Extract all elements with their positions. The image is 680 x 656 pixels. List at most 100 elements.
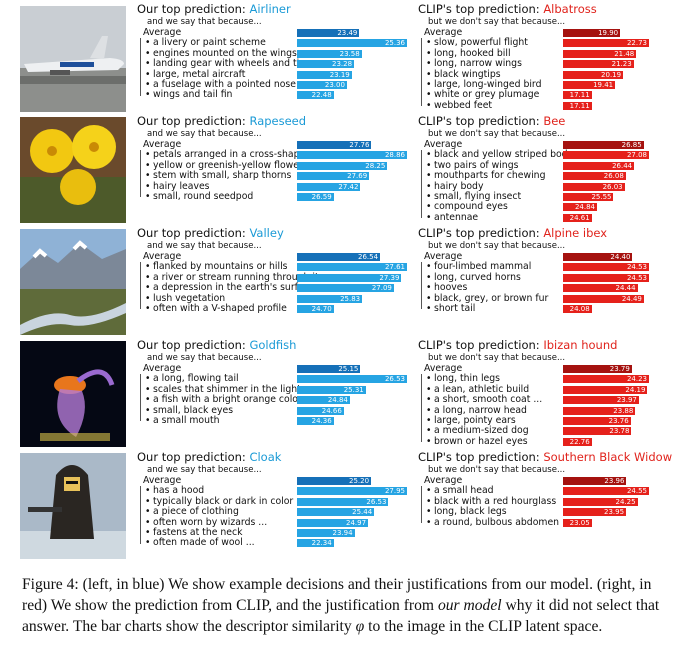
descriptor: small, black eyes xyxy=(145,405,233,416)
bar xyxy=(563,70,624,79)
bar xyxy=(563,101,592,110)
descriptor: has a hood xyxy=(145,486,204,497)
bar-value: 24.23 xyxy=(626,375,647,384)
caption-text: Figure 4: (left, in blue) We show exampl… xyxy=(22,576,652,614)
descriptor: four-limbed mammal xyxy=(426,262,531,273)
photo xyxy=(20,117,126,223)
bar xyxy=(563,396,639,405)
heading-text: CLIP's top prediction: xyxy=(418,450,544,464)
descriptor: antennae xyxy=(426,212,478,223)
bar xyxy=(297,273,402,282)
bar xyxy=(563,294,644,303)
prediction-heading: Our top prediction: Airliner xyxy=(137,2,291,16)
bar-value: 23.94 xyxy=(332,529,353,537)
predicted-label: Albatross xyxy=(543,2,597,16)
bar-value: 27.08 xyxy=(626,151,647,160)
descriptor: black, grey, or brown fur xyxy=(426,293,548,304)
bar-value: 27.95 xyxy=(384,487,405,496)
bar xyxy=(563,305,592,313)
descriptor: a long, flowing tail xyxy=(145,374,239,385)
bar-value: 27.42 xyxy=(338,182,359,191)
bar-value: 17.11 xyxy=(569,91,590,100)
descriptor: brown or hazel eyes xyxy=(426,436,528,447)
descriptor: hooves xyxy=(426,283,467,294)
heading-text: Our top prediction: xyxy=(137,338,250,352)
bar xyxy=(297,417,334,425)
bar xyxy=(563,141,644,149)
bar xyxy=(297,375,407,384)
bar xyxy=(563,497,638,506)
bar xyxy=(563,284,638,293)
descriptor: long, hooked bill xyxy=(426,48,510,59)
bar xyxy=(297,396,350,405)
bar xyxy=(563,151,649,160)
average-label: Average xyxy=(424,27,463,38)
descriptor: typically black or dark in color xyxy=(145,496,293,507)
bar-value: 25.36 xyxy=(384,39,405,48)
bar xyxy=(297,81,347,89)
bar xyxy=(297,529,355,537)
bar xyxy=(563,273,649,282)
descriptor: black wingtips xyxy=(426,69,501,80)
bar-value: 23.19 xyxy=(329,70,350,79)
bar-value: 24.40 xyxy=(610,253,631,261)
bar-value: 22.73 xyxy=(626,39,647,48)
bar xyxy=(297,161,388,170)
bar-value: 22.76 xyxy=(569,437,590,446)
bar xyxy=(297,477,372,485)
bar-value: 24.53 xyxy=(626,263,647,272)
predicted-label: Southern Black Widow xyxy=(543,450,673,464)
bar-value: 26.59 xyxy=(311,193,332,201)
bar xyxy=(563,263,649,272)
subheading: and we say that because... xyxy=(147,353,262,363)
bar-value: 28.25 xyxy=(365,161,386,170)
photo xyxy=(20,341,126,447)
bar xyxy=(563,193,614,201)
bar xyxy=(297,39,407,48)
bar-value: 26.08 xyxy=(603,172,624,181)
bar-value: 24.66 xyxy=(321,406,342,415)
predicted-label: Goldfish xyxy=(249,338,297,352)
descriptor: long, curved horns xyxy=(426,272,521,283)
bar xyxy=(297,49,362,58)
bar-value: 26.85 xyxy=(621,141,642,149)
descriptor: a short, smooth coat ... xyxy=(426,395,542,406)
subheading: but we don't say that because... xyxy=(428,241,566,251)
caption-text: to the image in the CLIP latent space. xyxy=(364,618,603,635)
average-label: Average xyxy=(424,475,463,486)
prediction-heading: Our top prediction: Rapeseed xyxy=(137,114,306,128)
bar xyxy=(297,193,334,201)
tree-stem xyxy=(421,262,422,310)
descriptor: webbed feet xyxy=(426,100,492,111)
predicted-label: Valley xyxy=(249,226,284,240)
bar-value: 25.83 xyxy=(340,294,361,303)
descriptor: a small head xyxy=(426,486,494,497)
tree-stem xyxy=(140,486,141,544)
predicted-label: Bee xyxy=(543,114,566,128)
descriptor: flanked by mountains or hills xyxy=(145,262,288,273)
bar xyxy=(297,253,381,261)
heading-text: Our top prediction: xyxy=(137,226,250,240)
bar xyxy=(563,81,616,89)
heading-text: Our top prediction: xyxy=(137,114,250,128)
bar xyxy=(563,39,649,48)
tree-stem xyxy=(421,38,422,106)
bar-value: 23.76 xyxy=(608,417,629,425)
bar-value: 26.54 xyxy=(357,253,379,261)
subheading: and we say that because... xyxy=(147,129,262,139)
predicted-label: Ibizan hound xyxy=(543,338,618,352)
bar-value: 23.78 xyxy=(609,427,630,436)
descriptor: large, metal aircraft xyxy=(145,69,245,80)
bar xyxy=(297,365,361,373)
descriptor: black and yellow striped body xyxy=(426,150,573,161)
caption: Figure 4: (left, in blue) We show exampl… xyxy=(22,574,662,637)
bar xyxy=(563,60,634,69)
heading-text: CLIP's top prediction: xyxy=(418,114,544,128)
bar-value: 27.69 xyxy=(347,172,368,181)
bar-value: 25.31 xyxy=(343,385,364,394)
bar xyxy=(563,477,627,485)
descriptor: long, black legs xyxy=(426,507,507,518)
bar-value: 23.79 xyxy=(609,365,630,373)
descriptor: scales that shimmer in the light xyxy=(145,384,301,395)
bar xyxy=(563,29,621,37)
